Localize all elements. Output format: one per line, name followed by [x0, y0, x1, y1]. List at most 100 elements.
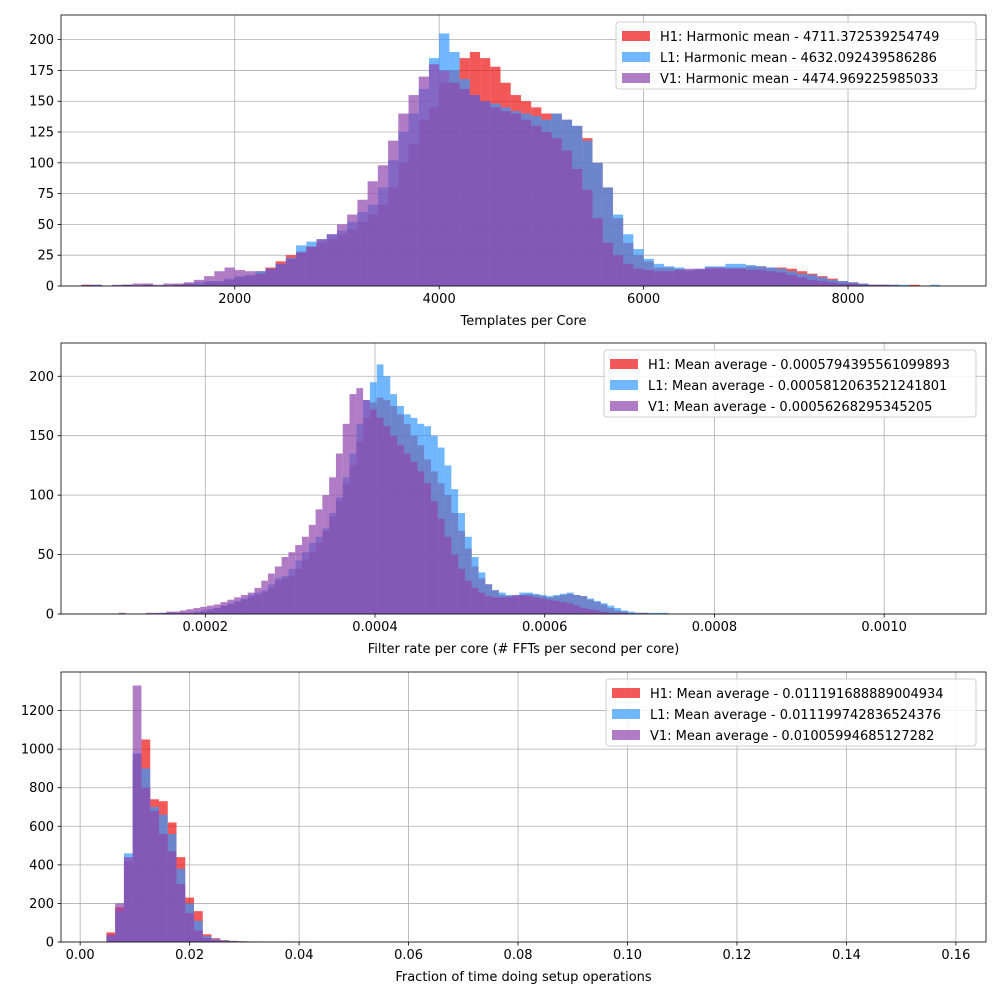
- bar-V1: [526, 596, 533, 614]
- legend-swatch-V1: [610, 401, 638, 411]
- x-tick-label: 0.0004: [352, 620, 398, 635]
- y-tick-label: 200: [29, 33, 54, 48]
- y-tick-label: 800: [29, 781, 54, 796]
- bar-L1: [929, 284, 941, 286]
- bar-V1: [122, 284, 133, 286]
- bar-V1: [424, 483, 431, 614]
- legend-swatch-V1: [622, 73, 650, 83]
- bar-V1: [559, 602, 567, 614]
- bar-V1: [326, 234, 337, 286]
- bar-V1: [255, 273, 266, 286]
- bar-V1: [213, 604, 221, 614]
- bar-V1: [132, 685, 142, 942]
- bar-V1: [684, 268, 695, 286]
- bar-V1: [376, 417, 384, 614]
- chart-panel-2: 0.0002 0.0004 0.0006 0.0008 0.0010 0 50 100 150 2…: [29, 342, 987, 657]
- bar-V1: [336, 224, 348, 286]
- bar-L1: [888, 284, 900, 286]
- bar-V1: [349, 394, 357, 614]
- bar-V1: [166, 611, 174, 614]
- bar-V1: [449, 82, 460, 286]
- bar-V1: [500, 111, 511, 286]
- bar-V1: [417, 471, 425, 614]
- bar-V1: [582, 189, 593, 286]
- x-axis-label: Filter rate per core (# FFTs per second …: [368, 642, 680, 657]
- bar-V1: [132, 283, 143, 286]
- bar-V1: [410, 461, 418, 614]
- bar-L1: [600, 603, 608, 614]
- bar-L1: [587, 598, 594, 614]
- bar-V1: [471, 587, 479, 614]
- bar-V1: [566, 603, 574, 614]
- bar-V1: [220, 602, 228, 614]
- y-tick-label: 50: [37, 548, 54, 563]
- series-V1: [106, 685, 265, 942]
- bar-V1: [91, 284, 102, 286]
- bar-V1: [159, 612, 167, 614]
- bar-V1: [444, 536, 452, 614]
- legend-label-H1: H1: Mean average - 0.0005794395561099893: [648, 358, 950, 373]
- bar-V1: [878, 284, 889, 286]
- bar-V1: [418, 76, 429, 286]
- bar-L1: [655, 612, 662, 614]
- bar-V1: [498, 597, 506, 614]
- bar-V1: [244, 271, 256, 286]
- bar-V1: [593, 610, 601, 614]
- bar-V1: [633, 268, 644, 286]
- bar-V1: [281, 556, 289, 614]
- bar-V1: [315, 509, 323, 614]
- bar-V1: [458, 568, 465, 614]
- legend-label-L1: L1: Harmonic mean - 4632.092439586286: [660, 51, 937, 66]
- bar-L1: [641, 612, 649, 614]
- bar-V1: [347, 214, 358, 286]
- bar-V1: [288, 552, 296, 614]
- bar-L1: [621, 610, 628, 614]
- bar-V1: [674, 269, 685, 286]
- y-tick-label: 125: [29, 126, 54, 141]
- bar-L1: [451, 489, 459, 614]
- bar-V1: [505, 596, 513, 614]
- bar-L1: [648, 612, 656, 614]
- bar-L1: [593, 600, 601, 614]
- x-tick-label: 4000: [423, 292, 456, 307]
- y-tick-label: 175: [29, 64, 54, 79]
- bar-V1: [868, 284, 879, 286]
- bar-L1: [634, 612, 642, 614]
- bar-V1: [342, 423, 350, 614]
- bar-V1: [206, 605, 214, 614]
- bar-V1: [335, 453, 343, 614]
- x-tick-label: 0.02: [175, 948, 204, 963]
- x-tick-label: 0.0002: [183, 620, 229, 635]
- axes-frame: [60, 342, 987, 615]
- legend: H1: Harmonic mean - 4711.372539254749 L1:…: [615, 21, 977, 90]
- bar-V1: [285, 258, 297, 286]
- x-tick-label: 8000: [831, 292, 864, 307]
- legend-label-L1: L1: Mean average - 0.0005812063521241801: [648, 379, 947, 394]
- bar-V1: [776, 272, 787, 286]
- legend-label-L1: L1: Mean average - 0.011199742836524376: [650, 708, 941, 723]
- bar-V1: [664, 271, 675, 286]
- bar-V1: [623, 263, 634, 286]
- x-tick-label: 0.00: [66, 948, 95, 963]
- bar-V1: [296, 252, 307, 286]
- bar-V1: [145, 612, 153, 614]
- y-tick-label: 1000: [21, 743, 54, 758]
- bar-V1: [193, 279, 205, 286]
- legend-box: [603, 349, 977, 418]
- bar-V1: [580, 608, 588, 614]
- bar-V1: [142, 283, 153, 286]
- legend-box: [615, 21, 977, 90]
- bar-V1: [295, 545, 303, 614]
- bars-group: [106, 685, 326, 942]
- bar-V1: [439, 70, 450, 286]
- bar-L1: [612, 214, 624, 286]
- x-tick-label: 0.14: [832, 948, 861, 963]
- bar-L1: [607, 605, 615, 614]
- bar-L1: [464, 536, 472, 614]
- bar-V1: [600, 611, 608, 614]
- bar-V1: [837, 283, 849, 286]
- x-tick-label: 0.12: [722, 948, 751, 963]
- axes-frame: [60, 14, 987, 287]
- bar-L1: [471, 556, 479, 614]
